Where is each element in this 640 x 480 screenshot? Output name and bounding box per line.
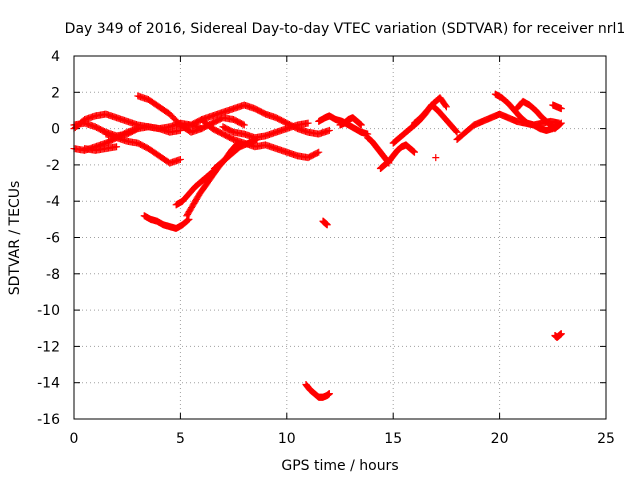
x-tick-label: 25 — [597, 431, 615, 447]
data-point — [304, 119, 312, 127]
series-arc-s — [376, 141, 418, 173]
data-point — [240, 121, 248, 129]
y-tick-label: 2 — [51, 85, 60, 101]
series-arc-u — [410, 94, 450, 127]
data-point — [185, 215, 193, 223]
data-point-interp — [452, 127, 460, 135]
y-tick-label: -4 — [46, 194, 60, 210]
data-point — [325, 126, 333, 134]
data-point — [315, 148, 323, 156]
plot-frame — [73, 55, 607, 420]
series-arc-d — [81, 143, 121, 154]
data-point-interp — [313, 149, 321, 157]
x-tick-label: 15 — [384, 431, 402, 447]
grid-layer — [74, 56, 606, 419]
y-tick-label: 0 — [51, 122, 60, 138]
y-tick-label: -14 — [37, 376, 60, 392]
series-arc-f — [134, 92, 248, 136]
series-arc-p — [315, 112, 372, 138]
data-point-interp — [557, 120, 565, 128]
series-arc-m — [210, 135, 261, 173]
y-tick-label: 4 — [51, 49, 60, 65]
points-layer — [70, 90, 565, 401]
data-point-interp — [239, 120, 247, 128]
x-tick-label: 10 — [278, 431, 296, 447]
x-tick-label: 20 — [491, 431, 509, 447]
data-point-interp — [209, 168, 217, 176]
data-point — [113, 143, 121, 151]
x-tick-label: 5 — [176, 431, 185, 447]
y-tick-label: -6 — [46, 231, 60, 247]
series-arc-o — [319, 217, 331, 229]
series-arc-y — [513, 97, 565, 133]
series-arc-w — [453, 110, 563, 143]
data-point — [557, 105, 565, 113]
data-point — [323, 221, 331, 229]
data-point-interp — [556, 121, 564, 129]
series-arc-e — [102, 130, 184, 167]
series-arc-t — [389, 101, 461, 147]
y-tick-label: -2 — [46, 158, 60, 174]
series-arc-aa — [551, 330, 565, 341]
y-tick-label: -8 — [46, 267, 60, 283]
y-tick-label: -12 — [37, 339, 60, 355]
data-point — [410, 148, 418, 156]
data-point — [253, 135, 261, 143]
data-point — [557, 119, 565, 127]
y-axis-label: SDTVAR / TECUs — [7, 181, 23, 296]
x-axis-label: GPS time / hours — [281, 458, 398, 474]
data-point — [432, 154, 440, 162]
x-tick-label: 0 — [70, 431, 79, 447]
series-arc-z — [549, 101, 565, 113]
data-point — [357, 121, 365, 129]
series-arc-l — [172, 166, 218, 209]
data-point — [442, 103, 450, 111]
series-arc-j — [140, 212, 193, 232]
series-arc-n — [302, 381, 333, 401]
data-point — [557, 330, 565, 338]
chart-title: Day 349 of 2016, Sidereal Day-to-day VTE… — [65, 21, 626, 37]
y-tick-label: -10 — [37, 303, 60, 319]
data-point — [453, 128, 461, 136]
data-point — [325, 390, 333, 398]
series-arc-g — [176, 101, 333, 138]
data-point-interp — [442, 102, 450, 110]
series-arc-v — [432, 154, 440, 162]
series-arc-q — [336, 114, 365, 129]
data-point — [176, 155, 184, 163]
y-tick-label: -16 — [37, 412, 60, 428]
